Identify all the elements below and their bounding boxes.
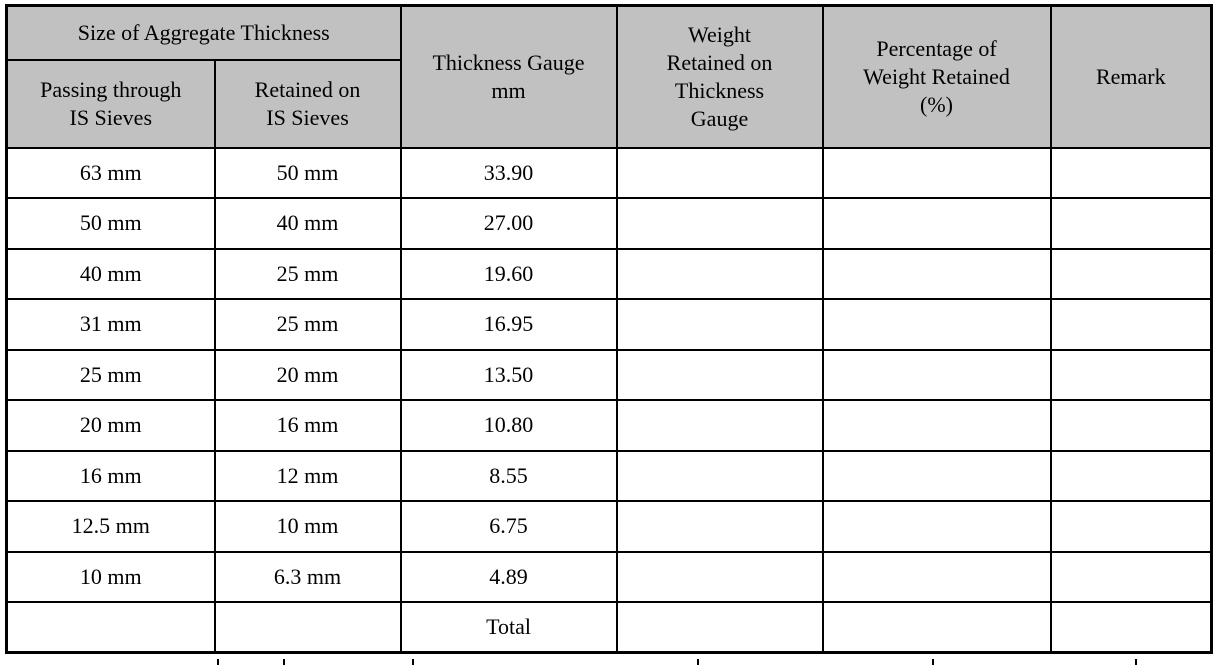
cropped-column-tick — [1135, 659, 1137, 665]
cell-gauge: 10.80 — [399, 399, 618, 452]
cell-weight-blank — [615, 146, 824, 199]
cell-passing: 20 mm — [5, 399, 216, 452]
cropped-column-tick — [217, 659, 219, 665]
next-table-cropped-row — [5, 659, 1213, 669]
table-row: 25 mm 20 mm 13.50 — [5, 348, 1213, 401]
cell-weight-blank — [615, 247, 824, 300]
cell-retained: 25 mm — [213, 247, 402, 300]
cell-retained: 20 mm — [213, 348, 402, 401]
header-size-of-aggregate-thickness: Size of Aggregate Thickness — [5, 4, 402, 61]
cell-passing-blank — [5, 601, 216, 654]
cell-passing: 40 mm — [5, 247, 216, 300]
cell-weight-blank — [615, 399, 824, 452]
cell-percentage-blank — [821, 550, 1052, 603]
cell-retained-blank — [213, 601, 402, 654]
cell-percentage-blank — [821, 298, 1052, 351]
cell-percentage-blank — [821, 146, 1052, 199]
cell-passing: 31 mm — [5, 298, 216, 351]
header-thickness-gauge: Thickness Gauge mm — [399, 4, 618, 149]
cell-gauge: 6.75 — [399, 500, 618, 553]
cell-remark-blank — [1049, 550, 1213, 603]
header-percentage-weight-retained: Percentage of Weight Retained (%) — [821, 4, 1052, 149]
cell-weight-blank — [615, 500, 824, 553]
cell-retained: 12 mm — [213, 449, 402, 502]
header-retained-on: Retained on IS Sieves — [213, 58, 402, 149]
cell-percentage-blank — [821, 449, 1052, 502]
cell-passing: 10 mm — [5, 550, 216, 603]
cell-percentage-blank — [821, 247, 1052, 300]
cell-weight-blank — [615, 298, 824, 351]
table-header: Size of Aggregate Thickness Thickness Ga… — [5, 4, 1213, 149]
cell-remark-blank — [1049, 500, 1213, 553]
cell-percentage-total-blank — [821, 601, 1052, 654]
header-remark: Remark — [1049, 4, 1213, 149]
table-row: 63 mm 50 mm 33.90 — [5, 146, 1213, 199]
cell-passing: 16 mm — [5, 449, 216, 502]
cell-gauge: 16.95 — [399, 298, 618, 351]
cell-passing: 50 mm — [5, 197, 216, 250]
cell-weight-blank — [615, 197, 824, 250]
table-row: 16 mm 12 mm 8.55 — [5, 449, 1213, 502]
cell-retained: 16 mm — [213, 399, 402, 452]
cell-gauge: 13.50 — [399, 348, 618, 401]
cell-retained: 6.3 mm — [213, 550, 402, 603]
cell-remark-blank — [1049, 298, 1213, 351]
table-row: 40 mm 25 mm 19.60 — [5, 247, 1213, 300]
cell-gauge: 33.90 — [399, 146, 618, 199]
cell-passing: 63 mm — [5, 146, 216, 199]
cell-retained: 50 mm — [213, 146, 402, 199]
cell-remark-blank — [1049, 197, 1213, 250]
cell-remark-total-blank — [1049, 601, 1213, 654]
cell-gauge: 19.60 — [399, 247, 618, 300]
cell-remark-blank — [1049, 348, 1213, 401]
cell-remark-blank — [1049, 146, 1213, 199]
cropped-column-tick — [932, 659, 934, 665]
cell-percentage-blank — [821, 348, 1052, 401]
cell-remark-blank — [1049, 449, 1213, 502]
cell-gauge: 8.55 — [399, 449, 618, 502]
total-row: Total — [5, 601, 1213, 654]
cropped-column-tick — [412, 659, 414, 665]
table-body: 63 mm 50 mm 33.90 50 mm 40 mm 27.00 40 m… — [5, 146, 1213, 654]
table-row: 31 mm 25 mm 16.95 — [5, 298, 1213, 351]
cropped-column-tick — [283, 659, 285, 665]
cell-weight-total-blank — [615, 601, 824, 654]
cell-gauge: 27.00 — [399, 197, 618, 250]
cell-percentage-blank — [821, 399, 1052, 452]
cell-retained: 10 mm — [213, 500, 402, 553]
aggregate-thickness-table: Size of Aggregate Thickness Thickness Ga… — [5, 4, 1214, 654]
cropped-column-tick — [697, 659, 699, 665]
cell-retained: 25 mm — [213, 298, 402, 351]
cell-remark-blank — [1049, 399, 1213, 452]
cell-weight-blank — [615, 550, 824, 603]
cell-retained: 40 mm — [213, 197, 402, 250]
cell-remark-blank — [1049, 247, 1213, 300]
cell-weight-blank — [615, 348, 824, 401]
table-row: 20 mm 16 mm 10.80 — [5, 399, 1213, 452]
total-label: Total — [399, 601, 618, 654]
header-weight-retained: Weight Retained on Thickness Gauge — [615, 4, 824, 149]
cell-percentage-blank — [821, 500, 1052, 553]
table-row: 50 mm 40 mm 27.00 — [5, 197, 1213, 250]
cell-passing: 25 mm — [5, 348, 216, 401]
table-row: 10 mm 6.3 mm 4.89 — [5, 550, 1213, 603]
cell-weight-blank — [615, 449, 824, 502]
cell-percentage-blank — [821, 197, 1052, 250]
header-passing-through: Passing through IS Sieves — [5, 58, 216, 149]
cell-passing: 12.5 mm — [5, 500, 216, 553]
table-row: 12.5 mm 10 mm 6.75 — [5, 500, 1213, 553]
cell-gauge: 4.89 — [399, 550, 618, 603]
